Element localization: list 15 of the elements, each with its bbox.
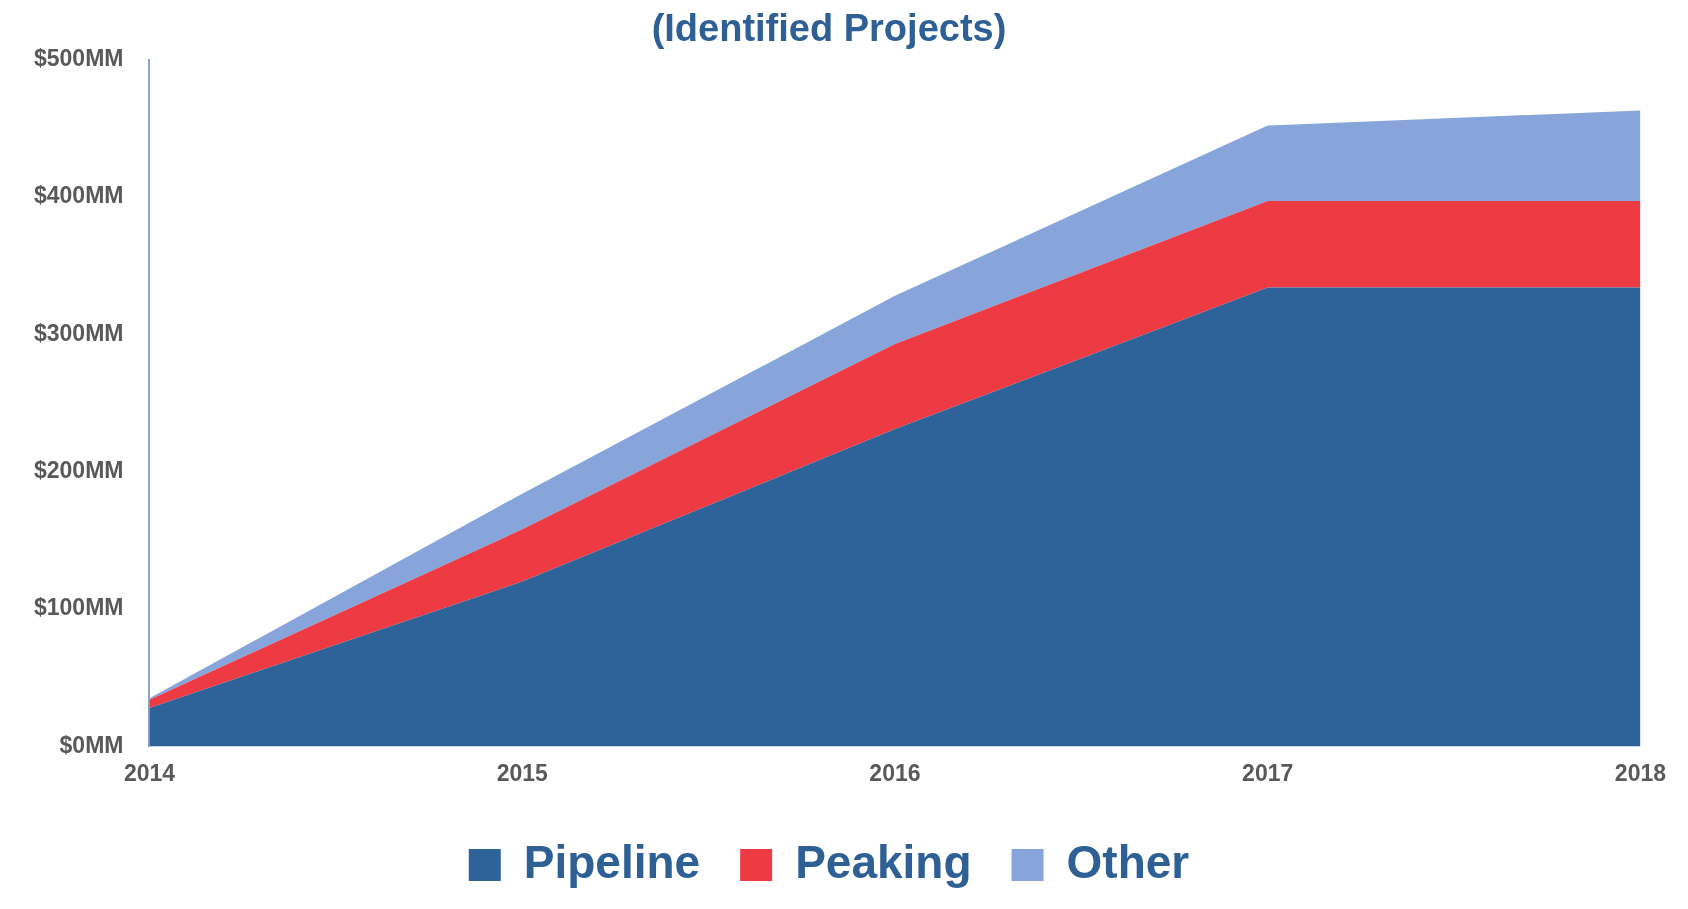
x-tick-label: 2014	[123, 759, 176, 786]
x-tick-label: 2017	[1242, 759, 1294, 786]
y-tick-label: $100MM	[34, 594, 124, 621]
y-tick-label: $500MM	[34, 44, 124, 71]
y-tick-label: $200MM	[34, 457, 124, 484]
chart-title: (Identified Projects)	[651, 7, 1007, 50]
y-tick-label: $300MM	[34, 319, 124, 346]
legend-label: Other	[1066, 835, 1190, 888]
y-tick-label: $0MM	[59, 731, 124, 758]
x-tick-label: 2016	[869, 759, 921, 786]
legend-label: Peaking	[795, 835, 972, 888]
legend-label: Pipeline	[523, 835, 701, 888]
x-tick-label: 2018	[1614, 759, 1667, 786]
x-tick-label: 2015	[496, 759, 549, 786]
y-tick-label: $400MM	[34, 182, 124, 209]
